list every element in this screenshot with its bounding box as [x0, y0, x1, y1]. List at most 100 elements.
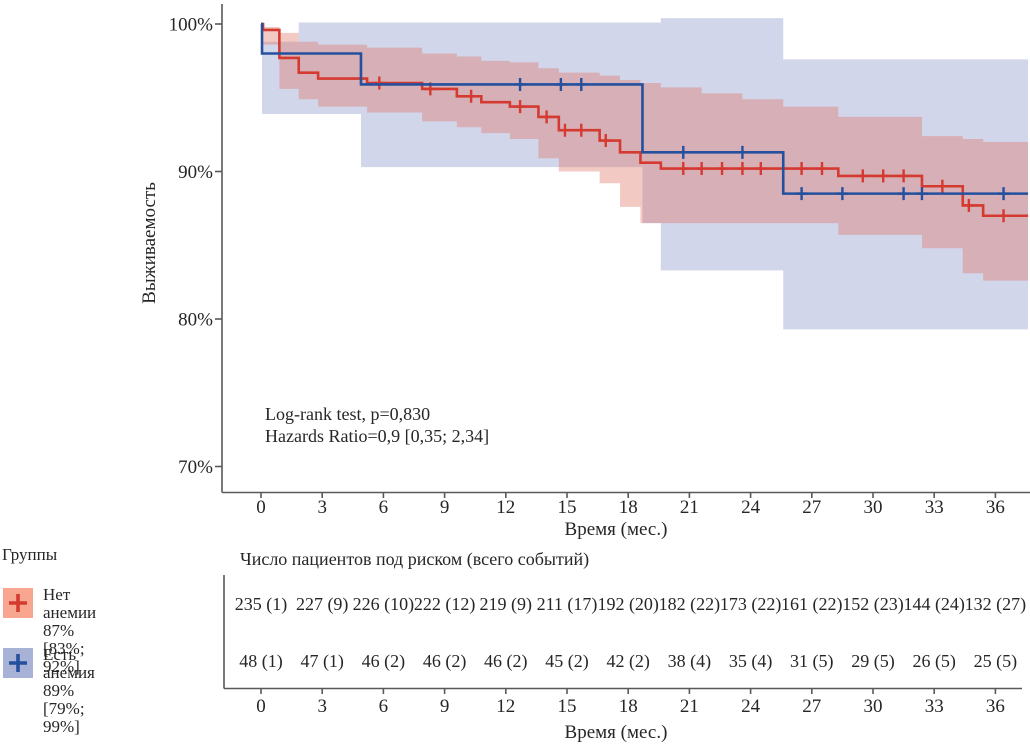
y-tick-label: 80% — [178, 310, 213, 331]
risk-table-tick-label: 18 — [619, 696, 638, 717]
risk-value: 48 (1) — [239, 651, 283, 672]
y-tick-label: 90% — [178, 162, 213, 183]
legend-estimate-anemia: 89% [79%; 99%] — [43, 681, 85, 736]
risk-value: 46 (2) — [362, 651, 406, 672]
legend-estimate-no-anemia: 87% [83%; 92%] — [43, 621, 85, 676]
risk-value: 211 (17) — [537, 594, 598, 615]
censor-mark-no-anemia — [897, 169, 910, 183]
censor-mark-anemia — [677, 145, 690, 159]
risk-value: 144 (24) — [903, 594, 965, 615]
x-tick-label: 36 — [986, 497, 1005, 518]
censor-mark-no-anemia — [795, 162, 808, 176]
x-tick-label: 6 — [379, 497, 389, 518]
censor-mark-anemia — [514, 77, 527, 91]
risk-value: 47 (1) — [300, 651, 344, 672]
censor-mark-anemia — [997, 187, 1010, 201]
risk-table-tick-label: 12 — [496, 696, 515, 717]
legend-label-no-anemia: Нет анемии — [43, 585, 97, 622]
y-axis-title: Выживаемость — [139, 182, 160, 304]
y-tick-label: 70% — [178, 457, 213, 478]
risk-table-x-axis-title: Время (мес.) — [564, 722, 668, 743]
censor-mark-anemia — [554, 77, 567, 91]
risk-table-tick-label: 21 — [680, 696, 699, 717]
x-tick-label: 12 — [496, 497, 515, 518]
risk-value: 192 (20) — [597, 594, 659, 615]
risk-value: 45 (2) — [545, 651, 589, 672]
x-tick-label: 33 — [925, 497, 944, 518]
censor-mark-no-anemia — [373, 76, 386, 90]
censor-mark-anemia — [795, 187, 808, 201]
x-tick-label: 9 — [440, 497, 450, 518]
censor-mark-no-anemia — [997, 209, 1010, 223]
legend-swatch-no-anemia — [3, 588, 33, 618]
censor-mark-no-anemia — [575, 123, 588, 137]
y-tick-label: 100% — [169, 15, 214, 36]
plus-icon — [9, 594, 27, 612]
risk-value: 38 (4) — [668, 651, 712, 672]
risk-value: 235 (1) — [235, 594, 288, 615]
x-tick-label: 15 — [558, 497, 577, 518]
censor-mark-no-anemia — [856, 169, 869, 183]
logrank-text: Log-rank test, p=0,830 — [265, 404, 431, 424]
km-curve-anemia — [260, 22, 1029, 195]
censor-mark-no-anemia — [514, 100, 527, 114]
censor-mark-no-anemia — [754, 162, 767, 176]
risk-value: 46 (2) — [423, 651, 467, 672]
legend-label-anemia: Есть анемия — [43, 645, 95, 682]
risk-table-tick-label: 24 — [741, 696, 761, 717]
censor-mark-anemia — [736, 145, 749, 159]
risk-value: 35 (4) — [729, 651, 773, 672]
risk-table-tick-label: 33 — [925, 696, 944, 717]
risk-table-tick-label: 3 — [317, 696, 327, 717]
risk-value: 132 (27) — [965, 594, 1027, 615]
risk-value: 42 (2) — [606, 651, 650, 672]
x-tick-label: 3 — [317, 497, 327, 518]
risk-table-tick-label: 0 — [256, 696, 266, 717]
risk-value: 227 (9) — [296, 594, 349, 615]
censor-mark-no-anemia — [465, 89, 478, 103]
censor-mark-anemia — [915, 187, 928, 201]
risk-value: 31 (5) — [790, 651, 834, 672]
risk-value: 26 (5) — [912, 651, 956, 672]
risk-table-tick-label: 6 — [379, 696, 389, 717]
censor-mark-no-anemia — [936, 179, 949, 193]
x-tick-label: 30 — [864, 497, 883, 518]
risk-table-tick-label: 36 — [986, 696, 1005, 717]
risk-table-tick-label: 9 — [440, 696, 450, 717]
risk-value: 161 (22) — [781, 594, 843, 615]
risk-value: 182 (22) — [659, 594, 721, 615]
x-axis-title: Время (мес.) — [564, 519, 668, 540]
legend-swatch-anemia — [3, 648, 33, 678]
censor-mark-no-anemia — [877, 169, 890, 183]
risk-table-tick-label: 30 — [864, 696, 883, 717]
x-tick-label: 18 — [619, 497, 638, 518]
x-tick-label: 24 — [741, 497, 761, 518]
ci-band-anemia — [262, 18, 1029, 330]
censor-mark-no-anemia — [599, 134, 612, 148]
censor-mark-anemia — [836, 187, 849, 201]
risk-value: 152 (23) — [842, 594, 904, 615]
censor-mark-no-anemia — [962, 198, 975, 212]
ci-band-no-anemia — [263, 26, 1029, 281]
x-tick-label: 0 — [256, 497, 266, 518]
x-tick-label: 21 — [680, 497, 699, 518]
censor-mark-no-anemia — [540, 110, 553, 124]
risk-value: 46 (2) — [484, 651, 528, 672]
risk-value: 173 (22) — [720, 594, 782, 615]
risk-table-tick-label: 27 — [802, 696, 821, 717]
risk-table-tick-label: 15 — [558, 696, 577, 717]
plus-icon — [9, 654, 27, 672]
risk-value: 25 (5) — [974, 651, 1018, 672]
censor-mark-no-anemia — [558, 123, 571, 137]
risk-value: 29 (5) — [851, 651, 895, 672]
x-tick-label: 27 — [802, 497, 821, 518]
censor-mark-anemia — [897, 187, 910, 201]
stats-annotation: Log-rank test, p=0,830 Hazards Ratio=0,9… — [265, 404, 489, 447]
risk-table-title: Число пациентов под риском (всего событи… — [240, 549, 590, 569]
censor-mark-anemia — [575, 77, 588, 91]
censor-mark-no-anemia — [816, 162, 828, 176]
censor-mark-no-anemia — [716, 162, 729, 176]
risk-value: 222 (12) — [414, 594, 476, 615]
censor-mark-no-anemia — [736, 162, 749, 176]
